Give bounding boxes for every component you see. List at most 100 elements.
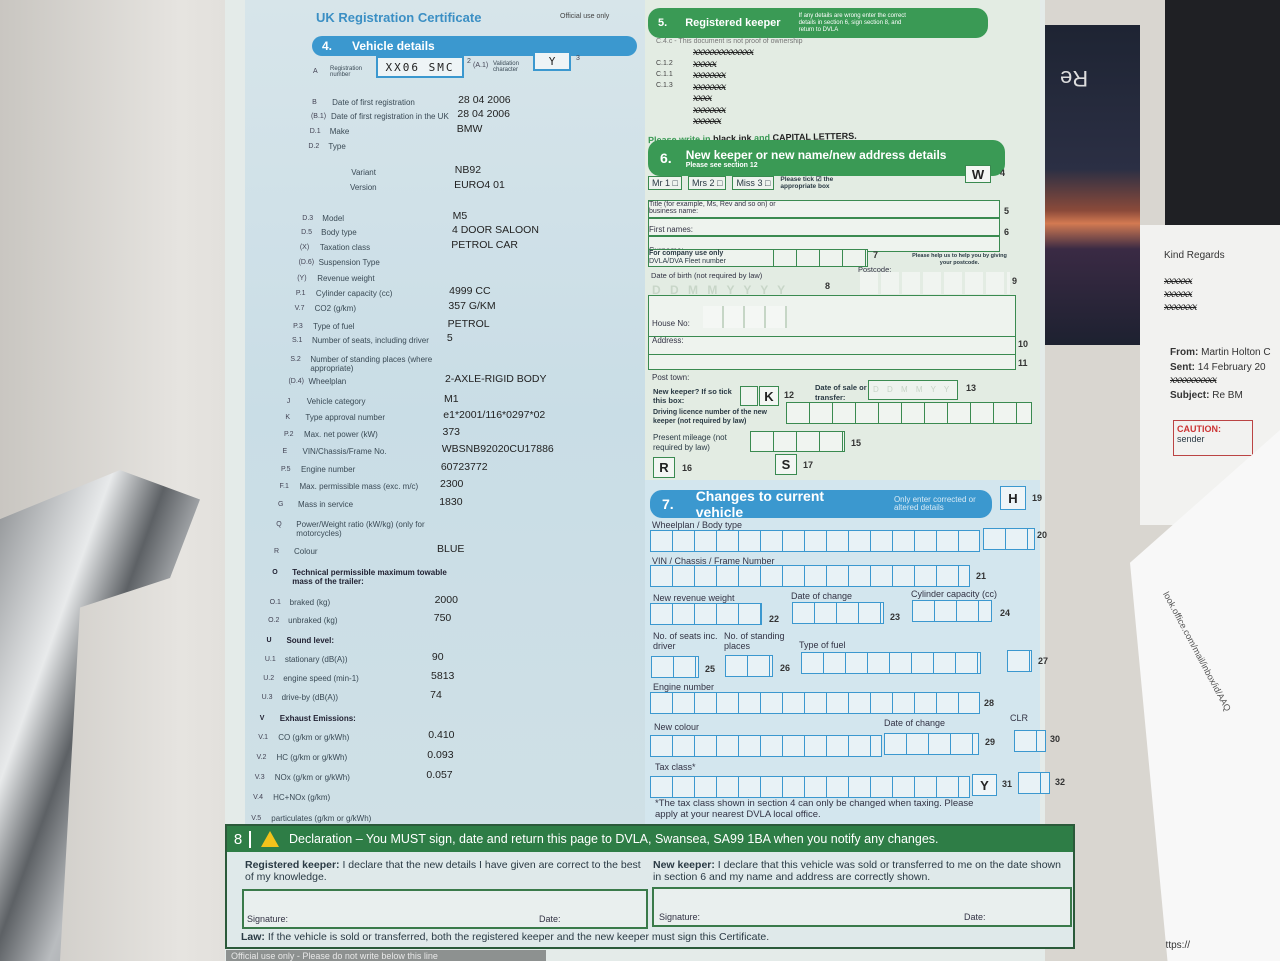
section-number: 5. <box>658 17 668 29</box>
field-label: braked (kg) <box>289 598 331 607</box>
new-keeper-declaration: New keeper: I declare that this vehicle … <box>653 859 1063 883</box>
new-keeper-checkbox[interactable] <box>740 386 758 406</box>
field-code: F.1 <box>279 483 289 490</box>
mileage-field[interactable] <box>750 431 845 452</box>
postcode-field[interactable] <box>860 272 1010 294</box>
registration-number: XX06 SMC <box>376 56 464 78</box>
dob-field[interactable]: D D M M Y Y Y Y <box>652 283 789 297</box>
tax-code-field[interactable] <box>1018 772 1050 794</box>
title-field[interactable]: Title (for example, Ms, Rev and so on) o… <box>648 200 1000 218</box>
section-number: 6. <box>660 150 672 166</box>
field-value: 74 <box>430 689 442 701</box>
box-letter-k: K <box>759 386 779 406</box>
email-url: https:// <box>1160 940 1191 951</box>
first-names-field[interactable]: First names: <box>648 218 1000 236</box>
subject-label: Subject: <box>1170 390 1210 401</box>
driving-licence-field[interactable] <box>786 402 1032 424</box>
field-value: 60723772 <box>440 461 488 473</box>
section-title: Vehicle details <box>352 39 435 53</box>
field-label: Address: <box>652 336 684 345</box>
section-title: Declaration <box>289 832 353 846</box>
seats-field[interactable] <box>651 656 699 678</box>
section-4-header: 4. Vehicle details <box>312 36 637 56</box>
date-label: Date: <box>539 914 561 924</box>
field-code: O.1 <box>269 599 281 606</box>
field-label: Revenue weight <box>317 274 375 283</box>
field-code: E <box>282 448 288 455</box>
field-label: Mass in service <box>298 500 354 509</box>
address-block[interactable]: House No: Address: <box>648 295 1016 370</box>
from-label: From: <box>1170 347 1199 358</box>
box-number: 30 <box>1050 734 1061 744</box>
field-code: V <box>259 715 265 722</box>
field-value: 2300 <box>440 478 464 490</box>
title-options: Mr 1 □ Mrs 2 □ Miss 3 □ Please tick ☑ th… <box>648 176 850 190</box>
field-code: D.2 <box>308 143 320 150</box>
field-label: Post town: <box>652 373 690 382</box>
field-label: Taxation class <box>319 243 371 252</box>
email-closing: Kind Regards <box>1164 250 1225 261</box>
redacted-keeper-details: xxxxxxxxxxxxx xxxxx xxxxxxx xxxxxxx xxxx xxxx… <box>693 47 754 128</box>
field-code: A <box>313 68 318 75</box>
field-value: 0.057 <box>426 769 453 781</box>
field-label: Version <box>349 183 377 192</box>
new-colour-field[interactable] <box>650 735 882 757</box>
field-label: Vehicle category <box>306 397 366 406</box>
signature-label: Signature: <box>247 914 289 924</box>
field-code: R <box>274 548 280 555</box>
standing-places-field[interactable] <box>725 655 773 677</box>
wheelplan-field[interactable] <box>650 530 980 552</box>
date-of-change-field[interactable] <box>792 602 884 624</box>
fuel-code-field[interactable] <box>1007 650 1032 672</box>
field-label: Technical permissible maximum towable ma… <box>292 568 447 586</box>
wheelplan-code-field[interactable] <box>983 528 1035 550</box>
box-letter-s: S <box>775 454 797 475</box>
field-label: engine speed (min-1) <box>283 674 359 683</box>
section-number: 8 <box>227 830 251 848</box>
fuel-type-field[interactable] <box>801 652 981 674</box>
field-label: Date of sale or transfer: <box>815 383 867 402</box>
colour-date-field[interactable] <box>884 733 979 755</box>
engine-number-field[interactable] <box>650 692 980 714</box>
box-number: 2 <box>467 58 471 65</box>
box-number: 32 <box>1055 777 1066 787</box>
official-use-strip: Official use only - Please do not write … <box>226 950 546 961</box>
fleet-number-field[interactable]: For company use only DVLA/DVA Fleet numbe… <box>648 249 868 267</box>
field-label: Type approval number <box>305 413 385 422</box>
title-mr[interactable]: Mr 1 □ <box>648 176 682 190</box>
vin-field[interactable] <box>650 565 970 587</box>
field-label: For company use only <box>649 250 724 257</box>
cylinder-capacity-field[interactable] <box>912 600 992 622</box>
house-no-field[interactable] <box>703 306 787 328</box>
field-value: e1*2001/116*0297*02 <box>443 409 546 421</box>
field-label: Title (for example, Ms, Rev and so on) o… <box>649 201 776 215</box>
field-label: New revenue weight <box>653 593 735 603</box>
field-code: S.1 <box>291 337 303 344</box>
official-use-label: Official use only <box>560 13 610 20</box>
field-label: Type of fuel <box>313 322 355 331</box>
url-snippet: look.office.com/mail/inbox/id/AAQ <box>1161 590 1233 713</box>
num: 3 <box>757 178 763 188</box>
num: 2 <box>709 178 715 188</box>
clr-field[interactable] <box>1014 730 1046 752</box>
section-5-header: 5. Registered keeper If any details are wr… <box>648 8 988 38</box>
registered-keeper-signature-box[interactable]: Signature: Date: <box>242 889 648 929</box>
field-value: WBSNB92020CU17886 <box>441 443 554 455</box>
field-label: Date of change <box>884 718 946 728</box>
box-number: 17 <box>803 460 814 470</box>
date-of-sale-field[interactable]: D D M M Y Y <box>868 380 958 400</box>
tax-class-field[interactable] <box>650 776 970 798</box>
field-code: U.3 <box>261 694 273 701</box>
revenue-weight-field[interactable] <box>650 603 762 625</box>
field-label: NOx (g/km or g/kWh) <box>274 773 350 782</box>
box-number: 24 <box>1000 608 1011 618</box>
code: C.1.3 <box>656 82 673 89</box>
title-miss[interactable]: Miss 3 □ <box>732 176 775 190</box>
box-number: 8 <box>825 281 831 291</box>
new-keeper-signature-box[interactable]: Signature: Date: <box>652 887 1072 927</box>
title-mrs[interactable]: Mrs 2 □ <box>687 176 727 190</box>
section-title: Changes to current vehicle <box>695 488 825 520</box>
redacted-line: xxxxxx <box>693 116 722 127</box>
section-4-panel <box>245 0 650 830</box>
email-subject: Re BM <box>1212 390 1243 401</box>
